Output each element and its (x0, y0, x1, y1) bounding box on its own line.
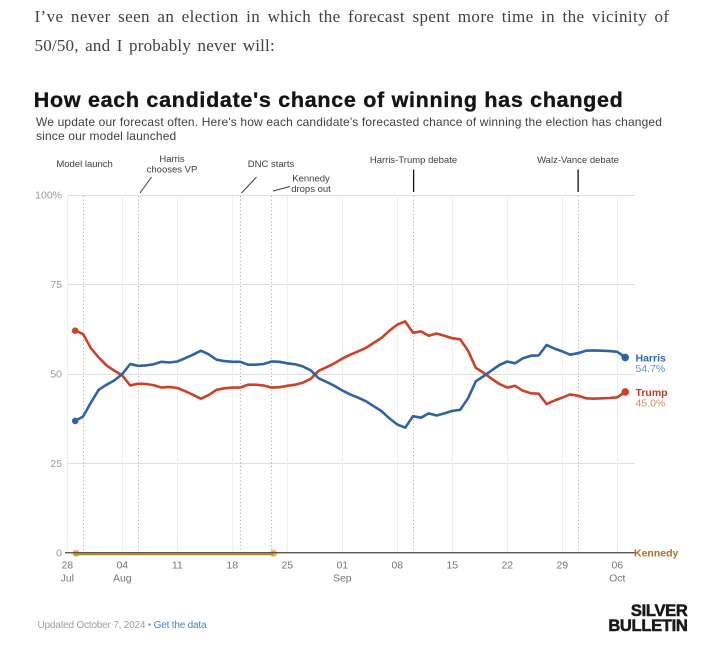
svg-text:18: 18 (226, 560, 238, 572)
svg-text:Harris: Harris (636, 353, 667, 365)
svg-text:Sep: Sep (333, 573, 352, 585)
svg-text:Harris: Harris (159, 154, 185, 165)
svg-text:25: 25 (50, 458, 62, 470)
svg-text:08: 08 (391, 560, 403, 572)
svg-text:29: 29 (556, 560, 568, 572)
svg-text:15: 15 (446, 560, 458, 572)
svg-text:Kennedy: Kennedy (292, 174, 330, 185)
svg-text:Jul: Jul (61, 573, 74, 585)
svg-text:22: 22 (501, 560, 513, 572)
svg-text:Kennedy: Kennedy (634, 548, 679, 560)
svg-text:DNC starts: DNC starts (248, 159, 295, 170)
svg-text:45.0%: 45.0% (636, 398, 666, 410)
svg-text:Aug: Aug (113, 573, 132, 585)
svg-text:Model launch: Model launch (56, 159, 113, 170)
svg-text:drops out: drops out (291, 184, 331, 195)
svg-text:100%: 100% (35, 190, 62, 202)
svg-text:Trump: Trump (636, 387, 668, 399)
svg-text:Harris-Trump debate: Harris-Trump debate (370, 155, 457, 166)
svg-text:75: 75 (50, 279, 62, 291)
svg-text:Oct: Oct (609, 573, 625, 585)
svg-text:50: 50 (50, 369, 62, 381)
svg-text:28: 28 (61, 560, 73, 572)
svg-text:01: 01 (336, 560, 348, 572)
svg-text:25: 25 (281, 560, 293, 572)
svg-text:06: 06 (611, 560, 623, 572)
svg-text:04: 04 (116, 560, 128, 572)
svg-text:54.7%: 54.7% (636, 363, 666, 375)
svg-text:Walz-Vance debate: Walz-Vance debate (537, 155, 619, 166)
svg-text:0: 0 (56, 548, 62, 560)
svg-text:11: 11 (172, 560, 183, 572)
svg-text:chooses VP: chooses VP (147, 165, 198, 176)
